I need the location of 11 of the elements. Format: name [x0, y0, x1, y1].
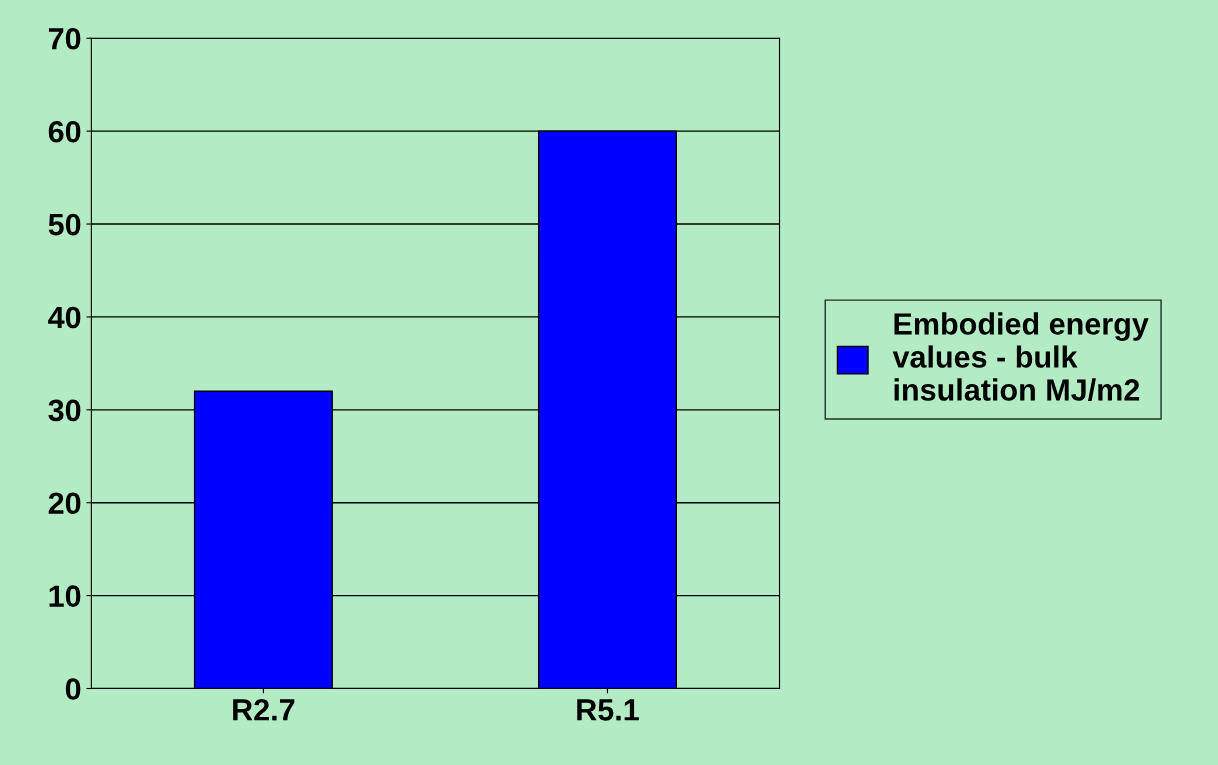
y-tick-label: 10 [49, 585, 81, 607]
y-tick-label: 60 [48, 120, 81, 143]
y-tick-label: 30 [48, 399, 81, 422]
y-tick-label: 20 [48, 492, 81, 515]
legend-label: Embodied energy values - bulk insulation MJ/m2 [892, 312, 1149, 402]
y-tick-label: 70 [48, 27, 81, 50]
x-tick-label: R2.7 [233, 699, 295, 721]
x-tick-label: R5.1 [577, 699, 639, 721]
y-tick-label: 0 [65, 678, 81, 700]
y-tick-label: 50 [48, 213, 81, 236]
y-tick-label: 40 [48, 306, 81, 329]
